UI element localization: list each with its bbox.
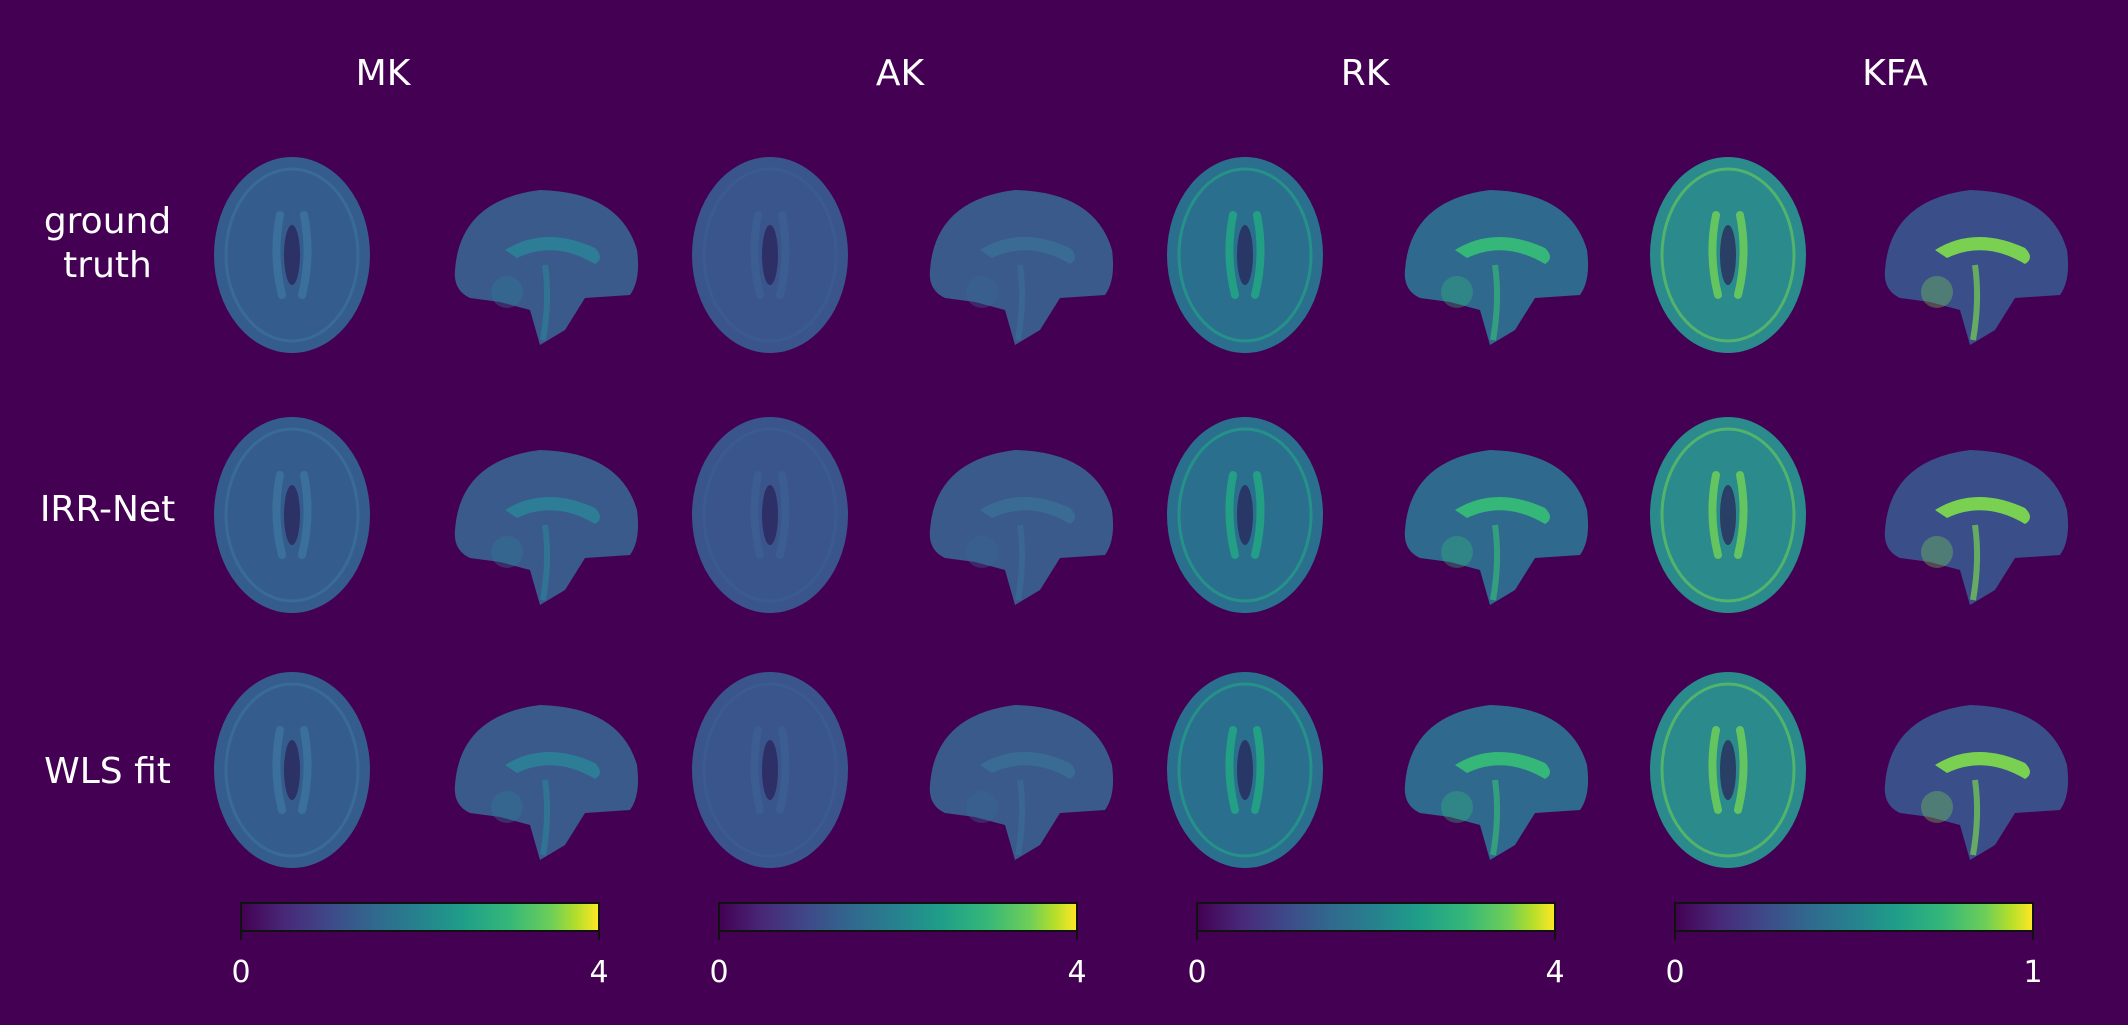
column-title-ak: AK — [875, 53, 925, 94]
sagittal-slice-mk-irr-net — [454, 450, 639, 605]
column-title-mk: MK — [355, 53, 411, 94]
sagittal-slice-kfa-wls-fit — [1884, 705, 2069, 860]
colorbar-kfa-min-label: 0 — [1665, 955, 1685, 990]
column-title-rk: RK — [1340, 53, 1390, 94]
axial-slice-mk-wls-fit — [214, 672, 370, 868]
axial-slice-mk-ground-truth — [214, 157, 370, 353]
colorbar-kfa-max-label: 1 — [2023, 955, 2043, 990]
colorbar-tick — [598, 930, 600, 940]
row-label-irr-net: IRR-Net — [0, 488, 215, 532]
sagittal-slice-rk-wls-fit — [1404, 705, 1589, 860]
colorbar-kfa — [1674, 902, 2034, 932]
axial-slice-ak-irr-net — [692, 417, 848, 613]
colorbar-rk-min-label: 0 — [1187, 955, 1207, 990]
sagittal-slice-ak-ground-truth — [929, 190, 1114, 345]
colorbar-rk-max-label: 4 — [1545, 955, 1565, 990]
colorbar-tick — [1674, 930, 1676, 940]
axial-slice-ak-ground-truth — [692, 157, 848, 353]
axial-slice-rk-irr-net — [1167, 417, 1323, 613]
colorbar-tick — [1554, 930, 1556, 940]
sagittal-slice-mk-ground-truth — [454, 190, 639, 345]
row-label-ground-truth: ground truth — [0, 200, 215, 288]
colorbar-mk-min-label: 0 — [231, 955, 251, 990]
sagittal-slice-rk-ground-truth — [1404, 190, 1589, 345]
axial-slice-kfa-wls-fit — [1650, 672, 1806, 868]
row-label-line: WLS fit — [44, 751, 171, 792]
axial-slice-mk-irr-net — [214, 417, 370, 613]
sagittal-slice-ak-wls-fit — [929, 705, 1114, 860]
colorbar-ak-min-label: 0 — [709, 955, 729, 990]
row-label-line: truth — [63, 245, 152, 286]
row-label-wls-fit: WLS fit — [0, 750, 215, 794]
sagittal-slice-mk-wls-fit — [454, 705, 639, 860]
colorbar-mk-max-label: 4 — [589, 955, 609, 990]
axial-slice-kfa-irr-net — [1650, 417, 1806, 613]
axial-slice-rk-ground-truth — [1167, 157, 1323, 353]
column-title-kfa: KFA — [1862, 53, 1928, 94]
axial-slice-ak-wls-fit — [692, 672, 848, 868]
colorbar-tick — [1076, 930, 1078, 940]
row-label-line: IRR-Net — [39, 489, 176, 530]
colorbar-rk — [1196, 902, 1556, 932]
axial-slice-kfa-ground-truth — [1650, 157, 1806, 353]
sagittal-slice-rk-irr-net — [1404, 450, 1589, 605]
sagittal-slice-kfa-ground-truth — [1884, 190, 2069, 345]
colorbar-ak — [718, 902, 1078, 932]
sagittal-slice-ak-irr-net — [929, 450, 1114, 605]
colorbar-tick — [2032, 930, 2034, 940]
colorbar-tick — [240, 930, 242, 940]
row-label-line: ground — [43, 201, 172, 242]
colorbar-ak-max-label: 4 — [1067, 955, 1087, 990]
sagittal-slice-kfa-irr-net — [1884, 450, 2069, 605]
colorbar-tick — [718, 930, 720, 940]
colorbar-tick — [1196, 930, 1198, 940]
colorbar-mk — [240, 902, 600, 932]
axial-slice-rk-wls-fit — [1167, 672, 1323, 868]
